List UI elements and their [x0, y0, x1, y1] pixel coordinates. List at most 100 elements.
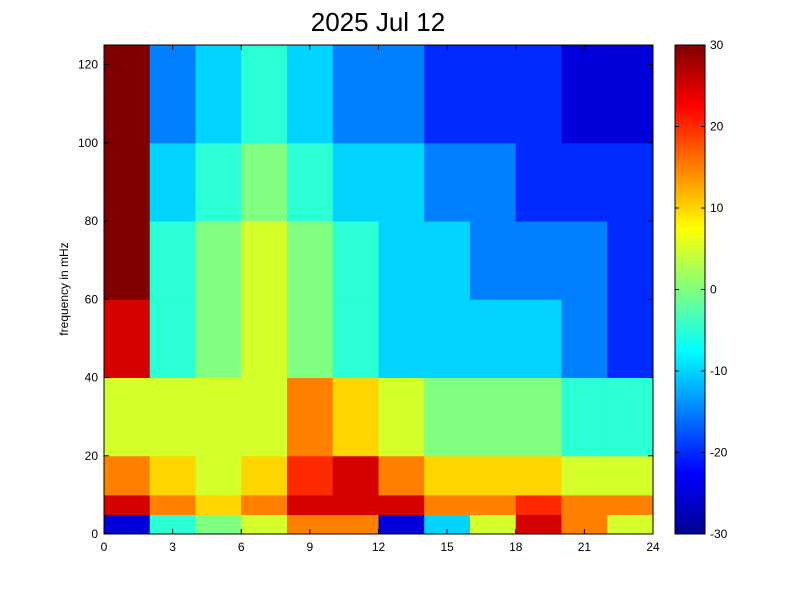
x-tick-label: 21: [578, 540, 592, 554]
heatmap-cell: [607, 494, 654, 515]
heatmap-cell: [149, 221, 196, 300]
heatmap-cell: [561, 221, 608, 300]
heatmap-cell: [332, 45, 379, 144]
heatmap-cell: [104, 299, 151, 379]
heatmap-cell: [515, 455, 562, 496]
heatmap-cell: [195, 45, 242, 144]
heatmap-cell: [149, 514, 196, 535]
heatmap-cell: [561, 377, 608, 457]
heatmap-cell: [195, 514, 242, 535]
heatmap-cell: [378, 221, 425, 300]
heatmap-cell: [470, 494, 517, 515]
heatmap-cell: [287, 299, 334, 379]
heatmap-cell: [470, 221, 517, 300]
heatmap-cell: [515, 377, 562, 457]
heatmap-cell: [104, 514, 151, 535]
y-tick-label: 100: [78, 136, 98, 150]
heatmap-cell: [607, 221, 654, 300]
y-tick-label: 20: [85, 449, 99, 463]
heatmap-cell: [149, 377, 196, 457]
heatmap-cell: [378, 514, 425, 535]
heatmap-cell: [378, 377, 425, 457]
heatmap-cell: [287, 142, 334, 222]
heatmap-cell: [332, 377, 379, 457]
heatmap-cell: [287, 514, 334, 535]
heatmap-cell: [378, 142, 425, 222]
colorbar-tick-label: 20: [710, 120, 724, 134]
heatmap-cell: [470, 299, 517, 379]
heatmap-cell: [607, 299, 654, 379]
x-axis-ticks: 0 3 6 9 12 15 18 21 24: [101, 45, 660, 554]
x-tick-label: 6: [238, 540, 245, 554]
heatmap-cell: [515, 494, 562, 515]
heatmap-cell: [515, 45, 562, 144]
heatmap-cell: [287, 45, 334, 144]
heatmap-cell: [241, 142, 288, 222]
x-tick-label: 0: [101, 540, 108, 554]
heatmap-cell: [104, 494, 151, 515]
heatmap-cell: [561, 514, 608, 535]
heatmap-cell: [332, 142, 379, 222]
heatmap-cell: [515, 142, 562, 222]
heatmap-cell: [195, 299, 242, 379]
heatmap-cell: [195, 142, 242, 222]
x-tick-label: 3: [169, 540, 176, 554]
heatmap-cell: [332, 514, 379, 535]
heatmap-cell: [561, 142, 608, 222]
heatmap-cell: [332, 494, 379, 515]
colorbar-tick-label: 30: [710, 38, 724, 52]
heatmap-cell: [241, 455, 288, 496]
heatmap-cell: [378, 45, 425, 144]
heatmap-cell: [561, 299, 608, 379]
heatmap-cell: [332, 221, 379, 300]
heatmap-cell: [470, 455, 517, 496]
colorbar-ticks: -30 -20 -10 0 10 20 30: [675, 38, 728, 541]
colorbar-tick-label: -10: [710, 364, 728, 378]
heatmap-cell: [195, 377, 242, 457]
colorbar: [674, 44, 706, 535]
y-axis-label: frequency in mHz: [57, 242, 71, 335]
x-tick-label: 15: [440, 540, 454, 554]
heatmap-cell: [241, 377, 288, 457]
heatmap-cell: [515, 299, 562, 379]
heatmap-cell: [561, 494, 608, 515]
heatmap-cell: [607, 45, 654, 144]
heatmap-cells: [104, 45, 654, 535]
heatmap-cell: [332, 455, 379, 496]
y-axis-ticks: 0 20 40 60 80 100 120: [78, 58, 653, 541]
heatmap-cell: [470, 45, 517, 144]
heatmap-cell: [378, 494, 425, 515]
heatmap-cell: [287, 221, 334, 300]
y-tick-label: 40: [85, 371, 99, 385]
x-tick-label: 12: [372, 540, 386, 554]
colorbar-tick-label: -30: [710, 527, 728, 541]
heatmap-cell: [424, 142, 471, 222]
heatmap-cell: [195, 494, 242, 515]
chart-title: 2025 Jul 12: [311, 7, 445, 37]
heatmap-cell: [149, 455, 196, 496]
heatmap-cell: [607, 455, 654, 496]
heatmap-cell: [424, 221, 471, 300]
heatmap-cell: [424, 299, 471, 379]
x-tick-label: 9: [307, 540, 314, 554]
colorbar-tick-label: 0: [710, 283, 717, 297]
heatmap-cell: [470, 142, 517, 222]
heatmap-cell: [378, 455, 425, 496]
heatmap-cell: [515, 221, 562, 300]
heatmap-cell: [378, 299, 425, 379]
heatmap-cell: [287, 494, 334, 515]
heatmap-cell: [241, 514, 288, 535]
heatmap-cell: [561, 455, 608, 496]
heatmap-cell: [287, 377, 334, 457]
heatmap-cell: [424, 377, 471, 457]
x-tick-label: 24: [646, 540, 660, 554]
y-tick-label: 120: [78, 58, 98, 72]
heatmap-cell: [149, 45, 196, 144]
heatmap-cell: [470, 377, 517, 457]
colorbar-tick-label: -20: [710, 446, 728, 460]
heatmap-cell: [515, 514, 562, 535]
heatmap-cell: [104, 221, 151, 300]
heatmap-cell: [104, 455, 151, 496]
heatmap-cell: [424, 514, 471, 535]
